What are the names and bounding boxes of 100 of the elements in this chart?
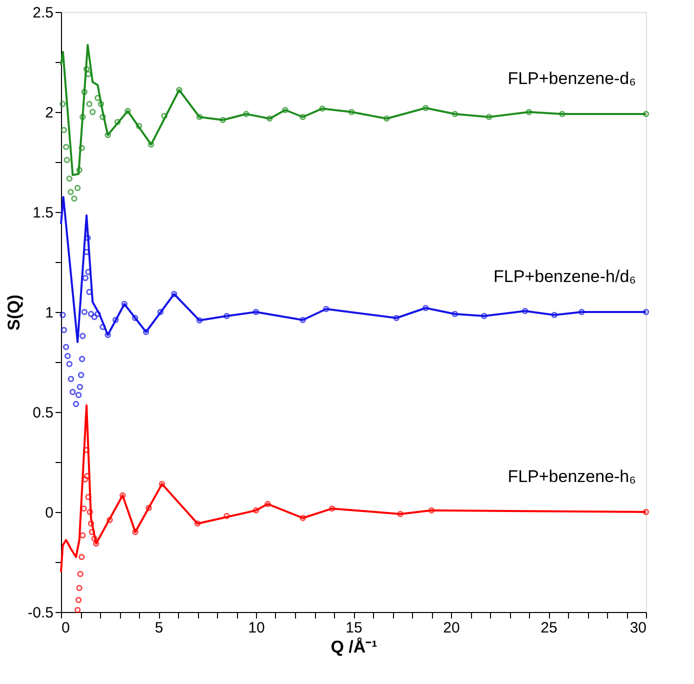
point	[104, 332, 111, 338]
point	[89, 108, 96, 116]
x-tick-label: 10	[248, 620, 265, 636]
point	[106, 516, 113, 524]
point	[75, 392, 82, 398]
point	[74, 184, 81, 192]
point	[551, 312, 558, 318]
point	[78, 144, 85, 152]
y-tick-label: 2.5	[32, 4, 54, 22]
point	[161, 112, 168, 120]
point	[300, 114, 306, 120]
point	[74, 606, 81, 614]
point	[522, 308, 528, 314]
y-tick-label: -0.5	[28, 604, 54, 622]
point	[124, 108, 131, 114]
point	[77, 570, 84, 578]
point	[84, 234, 91, 242]
point	[171, 290, 178, 298]
point	[84, 472, 90, 480]
point	[158, 480, 166, 488]
x-tick-label: 30	[630, 620, 646, 636]
point	[80, 332, 86, 340]
point	[86, 508, 93, 516]
point	[384, 116, 390, 122]
x-tick-label: 5	[154, 620, 164, 636]
point	[132, 314, 138, 322]
point	[157, 308, 164, 316]
point	[328, 506, 336, 512]
point	[100, 114, 106, 120]
point	[60, 100, 66, 108]
annotation: FLP+benzene-h/d₆	[494, 267, 636, 286]
point	[98, 100, 104, 108]
point	[220, 116, 226, 124]
point	[72, 400, 80, 408]
point	[60, 312, 66, 318]
point	[80, 532, 86, 538]
point	[481, 312, 488, 320]
y-tick-label: 1.5	[32, 204, 54, 222]
y-axis-title: S(Q)	[4, 294, 24, 330]
point	[142, 328, 150, 336]
point	[88, 528, 96, 536]
point	[196, 317, 203, 324]
point	[78, 554, 85, 560]
point	[66, 360, 72, 368]
point	[323, 306, 330, 312]
point	[266, 116, 273, 122]
point	[120, 492, 126, 498]
point	[397, 510, 404, 518]
point	[300, 316, 306, 324]
point	[60, 126, 68, 134]
point	[80, 114, 86, 120]
point	[86, 100, 92, 108]
point	[78, 372, 84, 378]
y-tick-label: 1	[45, 304, 54, 322]
y-tick-label: 2	[45, 104, 54, 122]
point	[136, 122, 142, 130]
point	[114, 118, 121, 126]
annotation: FLP+benzene-h₆	[508, 467, 636, 486]
point	[176, 86, 182, 94]
point	[70, 388, 76, 396]
point	[132, 528, 138, 536]
point	[62, 344, 70, 350]
point	[224, 512, 230, 520]
point	[452, 310, 458, 318]
point	[85, 268, 92, 276]
point	[348, 108, 355, 116]
point	[93, 540, 100, 547]
x-tick-label: 15	[346, 620, 362, 636]
annotation: FLP+benzene-d₆	[508, 69, 636, 88]
point	[319, 106, 326, 112]
x-tick-label: 0	[62, 620, 70, 636]
point	[300, 514, 306, 522]
point	[428, 507, 435, 514]
point	[68, 188, 74, 196]
point	[243, 110, 250, 118]
point	[62, 144, 70, 150]
point	[121, 300, 128, 308]
point	[91, 314, 98, 320]
point	[86, 288, 92, 296]
point	[252, 308, 260, 316]
point	[85, 494, 92, 500]
point	[83, 66, 90, 72]
point	[112, 316, 119, 324]
point	[100, 324, 106, 330]
point	[71, 196, 78, 202]
point	[88, 520, 94, 527]
point	[81, 88, 88, 96]
point	[578, 308, 585, 316]
point	[91, 536, 98, 542]
point	[75, 596, 82, 604]
point	[66, 176, 72, 182]
y-tick-label: 0.5	[32, 404, 54, 422]
y-tick-label: 0	[45, 504, 54, 522]
point	[264, 500, 271, 508]
point	[148, 142, 154, 148]
point	[94, 310, 101, 318]
point	[282, 106, 288, 114]
point	[224, 312, 230, 320]
point	[559, 110, 566, 118]
point	[64, 156, 70, 164]
